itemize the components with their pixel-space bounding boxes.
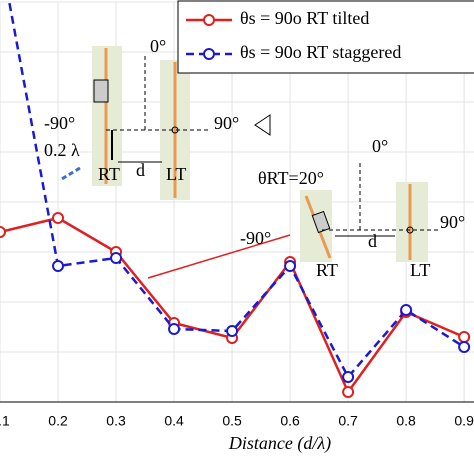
point [342,386,355,398]
annotation: 0° [150,36,166,56]
legend-label: θs = 90o RT tilted [240,8,369,28]
x-tick-label: 0.8 [396,413,416,429]
annotation: RT [98,164,120,184]
annotations: 0° -90° 90° 0.2 λ RT LT d θRT=20° 0° -90° 90° d RT LT [44,36,465,280]
legend-marker [203,48,215,60]
point [400,304,413,316]
point [110,252,123,264]
point [0,226,6,238]
point [284,260,297,272]
point [168,323,181,335]
x-tick-label: 0.6 [280,413,300,429]
annotation: d [136,160,145,180]
legend-label: θs = 90o RT staggered [240,42,401,62]
diagram-right [147,160,440,279]
point [52,260,65,272]
annotation: d [368,231,377,251]
annotation: 90° [440,212,465,232]
annotation: 90° [214,113,239,133]
x-tick-label: 0.9 [454,413,474,429]
annotation: -90° [44,113,75,133]
x-tick-label: 0.3 [106,413,126,429]
x-tick-label: 0.1 [0,413,10,429]
point [52,212,65,224]
annotation: RT [316,260,338,280]
x-tick-label: 0.4 [164,413,184,429]
point [342,371,355,383]
legend-box [177,0,474,74]
annotation: LT [166,164,186,184]
point [226,325,239,337]
x-tick-label: 0.2 [48,413,68,429]
marks [0,0,471,398]
diagram-left [59,46,271,200]
annotation: 0° [372,136,388,156]
legend: θs = 90o RT tilted θs = 90o RT staggered [177,0,474,74]
annotation: 0.2 λ [44,140,80,160]
legend-marker [203,14,215,26]
x-tick-label: 0.7 [338,413,358,429]
annotation: LT [410,260,430,280]
annotation: θRT=20° [258,168,324,188]
point [458,331,471,343]
point [458,341,471,353]
x-tick-label: 0.5 [222,413,242,429]
annotation: -90° [240,228,271,248]
x-axis-label: Distance (d/λ) [228,433,331,454]
